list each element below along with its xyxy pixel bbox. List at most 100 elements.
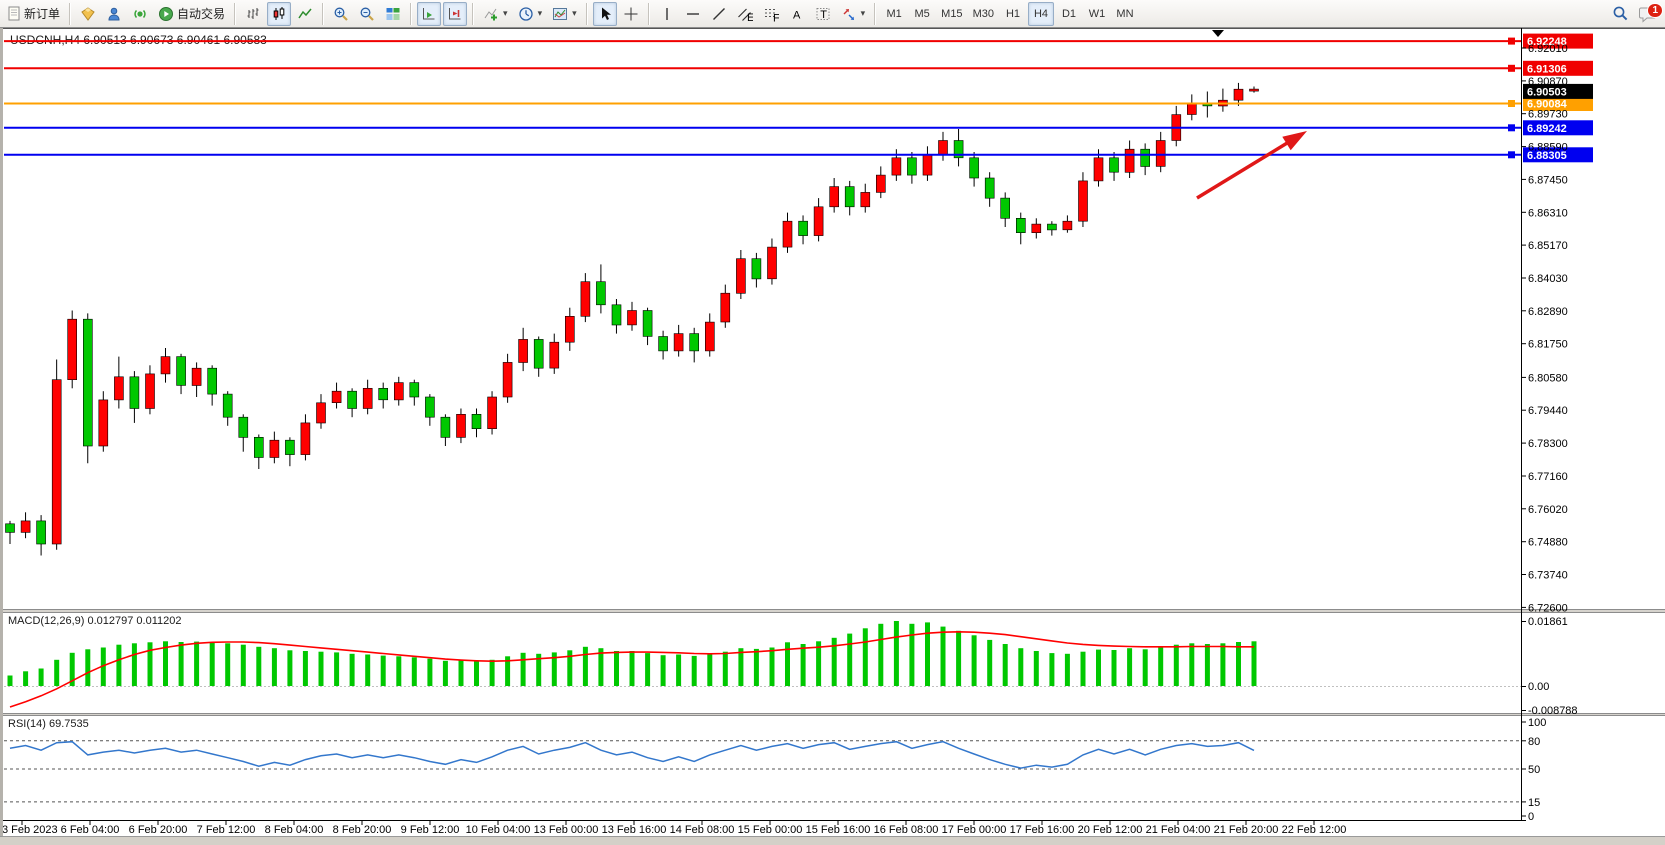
search-button[interactable] (1608, 2, 1633, 26)
chart-shift-button[interactable] (443, 1, 468, 26)
zoom-out-button[interactable] (355, 2, 379, 26)
macd-histogram-bar (365, 654, 371, 686)
market-watch-icon (80, 6, 96, 22)
candle-body (938, 140, 948, 156)
macd-axis-label: 0.00 (1528, 681, 1549, 693)
candle-body (953, 140, 964, 159)
macd-histogram-bar (738, 648, 744, 686)
window-bottom-bar (0, 836, 1665, 845)
trendline-button[interactable] (707, 2, 731, 26)
tile-windows-button[interactable] (381, 2, 405, 26)
candlestick-chart-button[interactable] (267, 1, 292, 26)
macd-histogram-bar (691, 655, 697, 686)
macd-histogram-bar (349, 653, 355, 686)
time-label: 3 Feb 2023 (2, 824, 58, 836)
candle-body (736, 258, 746, 294)
equidistant-channel-button[interactable]: E (733, 2, 757, 26)
timeframe-m30-button[interactable]: M30 (969, 2, 998, 26)
time-label: 17 Feb 16:00 (1010, 824, 1075, 836)
auto-trading-button[interactable]: 自动交易 (154, 2, 229, 26)
macd-histogram-bar (1142, 649, 1148, 686)
current-price-badge (1523, 83, 1593, 99)
macd-axis-label: 0.01861 (1528, 616, 1568, 628)
candle-body (1015, 218, 1026, 234)
templates-button[interactable]: ▾ (548, 2, 581, 26)
macd-histogram-bar (23, 671, 29, 686)
main-toolbar: 新订单 自动交易 (0, 0, 1665, 28)
crosshair-icon (623, 6, 639, 22)
vertical-line-button[interactable] (655, 2, 679, 26)
search-icon (1612, 5, 1629, 22)
pane-separator (0, 609, 1665, 613)
template-icon (552, 6, 568, 22)
hline-anchor[interactable] (1508, 37, 1515, 45)
candle-body (285, 439, 295, 455)
price-tick-label: 6.73740 (1528, 570, 1568, 582)
hline-anchor[interactable] (1508, 151, 1515, 159)
time-label: 10 Feb 04:00 (466, 824, 531, 836)
macd-histogram-bar (722, 651, 728, 686)
timeframe-m1-button[interactable]: M1 (881, 2, 907, 26)
candle-body (1140, 148, 1150, 167)
hline-anchor[interactable] (1508, 100, 1515, 107)
price-tick-label: 6.90870 (1528, 76, 1568, 88)
time-label: 13 Feb 16:00 (602, 824, 667, 836)
candle-body (580, 281, 591, 317)
zoom-in-button[interactable] (329, 2, 353, 26)
toolbar-separator (69, 2, 72, 25)
cursor-button[interactable] (592, 1, 617, 26)
timeframe-mn-button[interactable]: MN (1112, 2, 1138, 26)
candle-body (425, 396, 435, 418)
arrows-tool-button[interactable]: ▾ (837, 2, 870, 26)
data-window-button[interactable] (102, 2, 126, 26)
candle-body (596, 281, 606, 306)
trend-arrow-head[interactable] (1282, 131, 1307, 151)
candle-body (176, 356, 186, 386)
indicators-button[interactable]: ▾ (479, 2, 512, 26)
candle-body (767, 246, 777, 280)
timeframe-w1-button[interactable]: W1 (1084, 2, 1110, 26)
candle-body (1062, 220, 1073, 231)
timeframe-m5-button[interactable]: M5 (909, 2, 935, 26)
candle-body (829, 186, 840, 208)
pane-separator-line (0, 609, 1665, 613)
text-label-button[interactable]: T (811, 2, 835, 26)
bar-chart-button[interactable] (241, 2, 265, 26)
trend-arrow-annotation[interactable] (1196, 137, 1295, 200)
timeframe-m15-button[interactable]: M15 (937, 2, 966, 26)
candle-body (129, 376, 140, 409)
zoom-in-icon (333, 6, 349, 22)
fibonacci-button[interactable]: F (759, 2, 783, 26)
horizontal-line-button[interactable] (681, 2, 705, 26)
line-chart-button[interactable] (293, 2, 317, 26)
time-label: 7 Feb 12:00 (197, 824, 256, 836)
candle-body (1109, 157, 1119, 173)
price-badge (1523, 147, 1593, 163)
candle-body (114, 376, 124, 401)
arrows-icon (841, 6, 857, 22)
macd-histogram-bar (474, 661, 479, 686)
macd-histogram-bar (334, 652, 340, 686)
candle-body (160, 356, 171, 375)
price-tick-label: 6.76020 (1528, 504, 1568, 516)
macd-histogram-bar (1158, 647, 1164, 686)
notifications-button[interactable]: 1 (1635, 2, 1663, 26)
market-watch-button[interactable] (76, 2, 100, 26)
periods-button[interactable]: ▾ (514, 2, 547, 26)
text-button[interactable]: A (785, 2, 809, 26)
macd-histogram-bar (1204, 644, 1210, 686)
macd-histogram-bar (1220, 643, 1226, 686)
hline-anchor[interactable] (1508, 124, 1515, 132)
new-order-button[interactable]: 新订单 (3, 2, 64, 26)
candle-body (440, 416, 451, 438)
navigator-button[interactable] (128, 2, 152, 26)
crosshair-button[interactable] (619, 2, 643, 26)
timeframe-d1-button[interactable]: D1 (1056, 2, 1082, 26)
auto-scroll-button[interactable] (417, 1, 442, 26)
hline-anchor[interactable] (1508, 64, 1515, 72)
timeframe-h1-button[interactable]: H1 (1000, 2, 1026, 26)
fibonacci-icon: F (763, 6, 779, 22)
candle-body (844, 186, 855, 208)
timeframe-h4-button[interactable]: H4 (1027, 1, 1054, 26)
